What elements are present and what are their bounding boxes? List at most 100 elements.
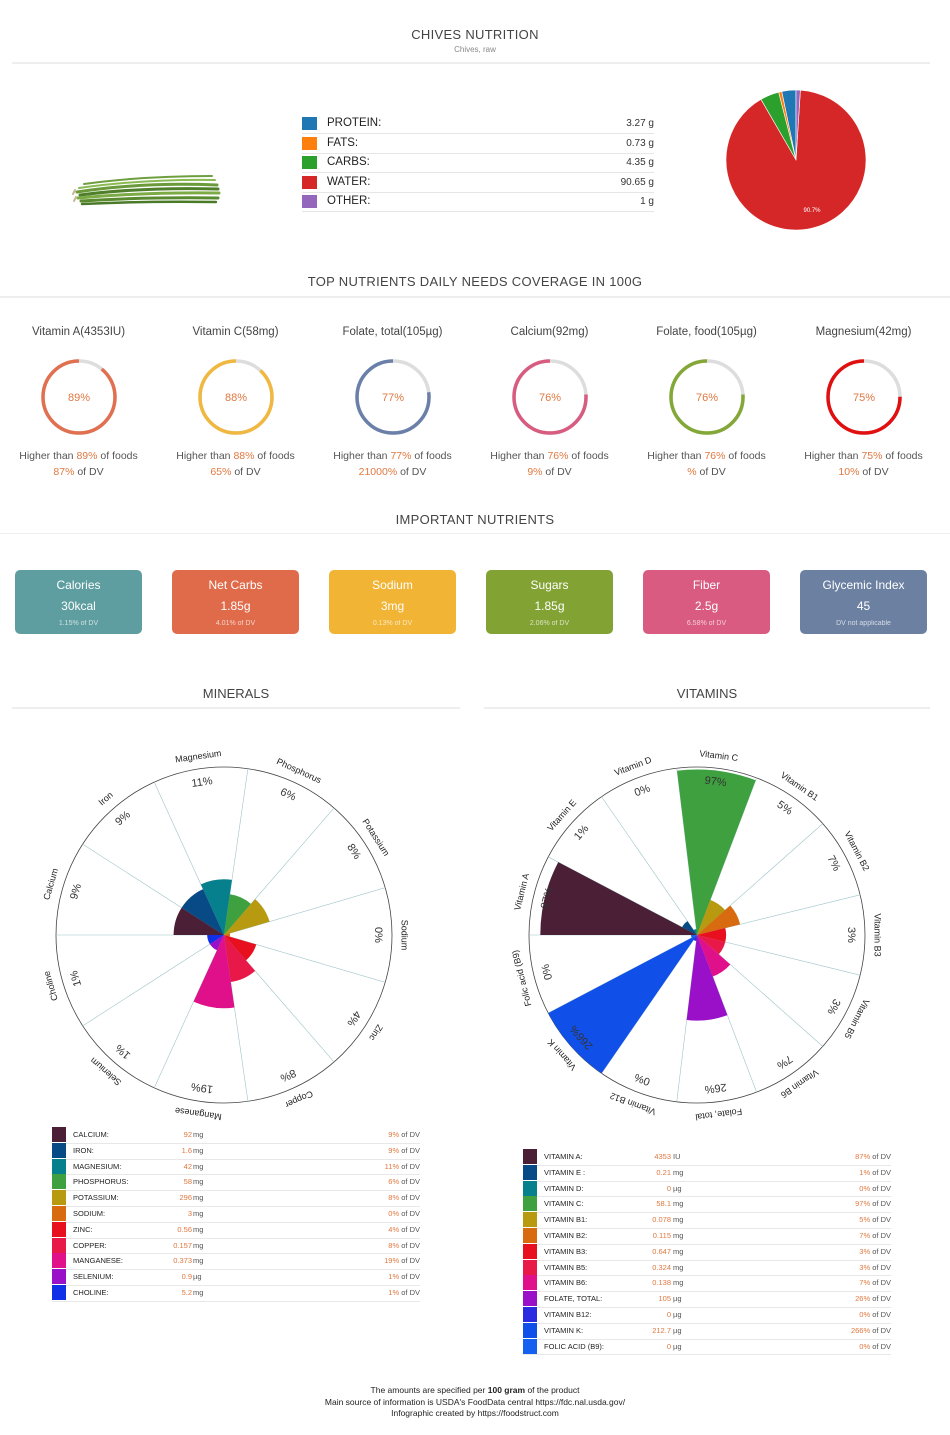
row-unit: mg <box>673 1199 684 1209</box>
row-name: POTASSIUM: <box>73 1193 119 1203</box>
table-row: CALCIUM: 92 mg 9% of DV <box>52 1127 420 1144</box>
coverage-item: Magnesium(42mg) 75% Higher than 75% of foo… <box>785 326 942 478</box>
box-value: 1.85g <box>220 599 251 613</box>
coverage-name: Folate, food(105µg) <box>656 326 757 338</box>
macro-swatch <box>302 117 317 130</box>
row-name: ZINC: <box>73 1224 93 1234</box>
box-title: Net Carbs <box>208 578 263 592</box>
polar-value-label: 3% <box>845 927 857 943</box>
row-swatch <box>52 1158 66 1174</box>
polar-value-label: 97% <box>704 775 728 790</box>
row-swatch <box>523 1307 537 1322</box>
box-sub: 4.01% of DV <box>215 620 256 627</box>
row-unit: mg <box>193 1193 204 1203</box>
higher-prefix: Higher than <box>647 450 702 462</box>
row-dv-value: 7% <box>859 1278 871 1288</box>
row-name: CHOLINE: <box>73 1288 109 1297</box>
polar-bar-iron <box>181 889 224 935</box>
row-dv-value: 1% <box>388 1288 400 1297</box>
row-unit: µg <box>673 1341 682 1351</box>
dv-value: 65% <box>210 466 232 478</box>
dv-suffix: of DV <box>862 466 889 478</box>
polar-bar-vitamin-b3 <box>697 928 727 942</box>
macro-label: PROTEIN: <box>327 117 382 129</box>
coverage-dv: % of DV <box>628 466 785 478</box>
row-dv: 9% of DV <box>388 1146 420 1155</box>
row-swatch <box>52 1285 66 1300</box>
table-row: MANGANESE: 0.373 mg 19% of DV <box>52 1253 420 1271</box>
table-row: VITAMIN B2: 0.115 mg 7% of DV <box>523 1228 891 1245</box>
row-unit: mg <box>673 1231 684 1240</box>
table-row: VITAMIN B5: 0.324 mg 3% of DV <box>523 1259 891 1277</box>
macro-value: 0.73 g <box>626 137 654 149</box>
coverage-name: Folate, total(105µg) <box>342 326 443 338</box>
higher-suffix: of foods <box>728 450 766 462</box>
row-dv-value: 4% <box>388 1224 400 1234</box>
higher-suffix: of foods <box>571 450 609 462</box>
row-unit: IU <box>673 1152 681 1161</box>
coverage-ring: 88% <box>197 359 274 435</box>
coverage-name: Magnesium(42mg) <box>815 326 912 338</box>
higher-pct: 76% <box>547 450 569 462</box>
row-dv-value: 9% <box>388 1130 400 1139</box>
coverage-arc <box>511 359 588 435</box>
coverage-dv: 65% of DV <box>157 466 314 478</box>
row-dv: 0% of DV <box>859 1342 891 1351</box>
row-amount: 105 <box>658 1294 671 1304</box>
row-amount: 0.21 <box>656 1167 671 1177</box>
row-swatch <box>523 1228 537 1243</box>
row-dv-suffix: of DV <box>872 1199 891 1209</box>
table-row: VITAMIN E : 0.21 mg 1% of DV <box>523 1164 891 1182</box>
row-dv: 1% of DV <box>388 1288 420 1297</box>
row-amount: 5.2 <box>181 1288 192 1297</box>
row-swatch <box>52 1206 66 1221</box>
row-dv-suffix: of DV <box>872 1215 891 1225</box>
coverage-higher: Higher than 76% of foods <box>471 450 628 462</box>
coverage-title: TOP NUTRIENTS DAILY NEEDS COVERAGE IN 10… <box>307 274 643 289</box>
row-unit: mg <box>673 1278 684 1288</box>
row-unit: mg <box>193 1256 204 1266</box>
coverage-arc <box>354 359 431 435</box>
row-swatch <box>52 1127 66 1142</box>
macro-pie-chart: 90.7% <box>725 89 867 231</box>
row-name: VITAMIN B1: <box>544 1215 588 1225</box>
polar-value-label: 11% <box>191 775 214 790</box>
table-row: VITAMIN B6: 0.138 mg 7% of DV <box>523 1275 891 1293</box>
row-name: VITAMIN B5: <box>544 1262 588 1272</box>
row-name: IRON: <box>73 1145 94 1155</box>
dv-value: % <box>687 466 697 478</box>
higher-pct: 76% <box>704 450 726 462</box>
polar-bar-zinc <box>224 935 257 961</box>
dv-value: 9% <box>527 466 543 478</box>
macro-value: 3.27 g <box>626 118 654 129</box>
macro-row: CARBS: 4.35 g <box>302 153 654 173</box>
table-row: ZINC: 0.56 mg 4% of DV <box>52 1221 420 1239</box>
row-dv-suffix: of DV <box>401 1224 420 1234</box>
higher-prefix: Higher than <box>490 450 545 462</box>
polar-bar-vitamin-a <box>540 862 697 935</box>
row-amount: 58.1 <box>656 1199 671 1209</box>
nutrient-box: Fiber 2.5g 6.58% of DV <box>643 570 770 634</box>
table-row: SELENIUM: 0.9 µg 1% of DV <box>52 1269 420 1286</box>
row-swatch <box>523 1338 537 1354</box>
coverage-higher: Higher than 77% of foods <box>314 450 471 462</box>
polar-value-label: 26% <box>704 1081 728 1096</box>
polar-bar-vitamin-b1 <box>697 899 726 935</box>
row-dv-suffix: of DV <box>401 1288 420 1297</box>
dv-suffix: of DV <box>699 466 726 478</box>
row-amount: 212.7 <box>652 1325 671 1335</box>
row-dv-suffix: of DV <box>872 1231 891 1240</box>
coverage-dv: 10% of DV <box>785 466 942 478</box>
row-name: VITAMIN E : <box>544 1167 586 1177</box>
row-name: COPPER: <box>73 1240 107 1250</box>
table-row: VITAMIN B12: 0 µg 0% of DV <box>523 1307 891 1324</box>
row-amount: 0.324 <box>652 1262 671 1272</box>
coverage-bottom-divider <box>0 533 950 534</box>
row-dv: 8% of DV <box>388 1193 420 1202</box>
row-name: SODIUM: <box>73 1209 106 1218</box>
polar-label: Vitamin B3 <box>873 913 883 956</box>
vitamins-title: VITAMINS <box>676 686 738 701</box>
row-amount: 0.9 <box>181 1272 192 1282</box>
row-amount: 0.373 <box>173 1256 192 1266</box>
